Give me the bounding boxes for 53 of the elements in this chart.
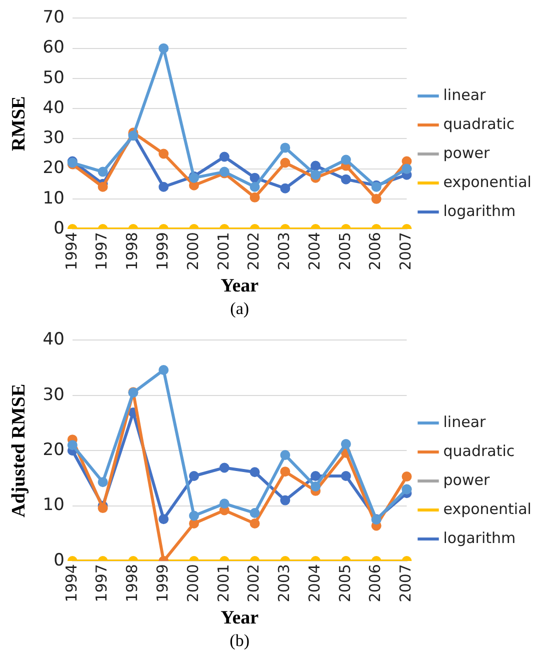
x-tick-label: 1999 (154, 232, 172, 270)
x-tick-label: 2001 (214, 232, 232, 270)
legend-label: quadratic (443, 442, 515, 460)
x-tick-label: 2001 (214, 564, 232, 602)
text: (b) (230, 630, 250, 650)
y-tick-label: 30 (42, 128, 64, 148)
x-tick-label: 2004 (305, 564, 324, 602)
legend-label: logarithm (443, 202, 516, 220)
y-tick-label: 30 (42, 384, 64, 405)
legend-label: linear (443, 412, 487, 431)
legend-label: quadratic (443, 114, 515, 133)
text: (a) (230, 298, 250, 318)
x-tick-label: 1997 (92, 232, 111, 270)
x-axis-title: Year (220, 608, 260, 629)
x-tick-label: 2006 (366, 564, 384, 602)
y-tick-label: 40 (42, 98, 64, 118)
legend-label: logarithm (443, 528, 516, 547)
x-tick-label: 1998 (123, 564, 142, 602)
x-tick-label: 2006 (366, 232, 384, 270)
legend-label: power (443, 144, 490, 162)
y-tick-label: 0 (54, 550, 64, 570)
x-tick-label: 2007 (396, 564, 415, 602)
y-tick-label: 0 (54, 218, 64, 238)
y-tick-label: 10 (42, 188, 64, 208)
x-tick-label: 2002 (244, 564, 263, 602)
x-tick-label: 2004 (305, 232, 324, 270)
x-tick-label: 2003 (275, 564, 294, 602)
x-tick-label: 1994 (62, 232, 80, 270)
x-axis-title: Year (220, 276, 260, 297)
x-tick-label: 2005 (336, 564, 354, 602)
y-tick-label: 50 (42, 68, 64, 88)
legend-label: power (443, 470, 490, 489)
y-tick-label: 40 (42, 330, 64, 350)
legend-label: exponential (443, 500, 532, 518)
y-tick-label: 70 (42, 8, 64, 28)
x-tick-label: 2003 (275, 232, 294, 270)
x-tick-label: 2000 (184, 564, 202, 602)
y-tick-label: 10 (42, 495, 64, 516)
y-tick-label: 20 (42, 158, 64, 178)
x-tick-label: 1998 (123, 232, 142, 270)
x-tick-label: 1997 (92, 564, 111, 602)
legend-label: exponential (443, 172, 532, 191)
y-tick-label: 60 (42, 38, 64, 58)
x-tick-label: 2002 (244, 232, 263, 270)
y-axis-title: RMSE (8, 96, 30, 152)
x-tick-label: 2005 (336, 232, 354, 270)
x-tick-label: 2007 (396, 232, 415, 270)
legend-label: linear (443, 86, 487, 104)
y-axis-title: Adjusted RMSE (8, 384, 30, 518)
x-tick-label: 1994 (62, 564, 80, 602)
y-tick-label: 20 (42, 440, 64, 460)
x-tick-label: 1999 (154, 564, 172, 602)
x-tick-label: 2000 (184, 232, 202, 270)
